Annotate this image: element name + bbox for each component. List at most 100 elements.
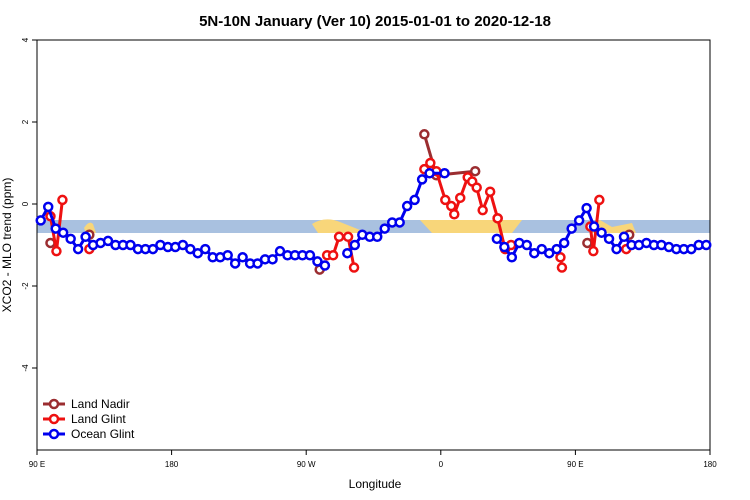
data-point	[556, 262, 568, 273]
data-point	[147, 243, 159, 255]
data-point	[588, 221, 600, 232]
y-tick-label: -2	[21, 282, 30, 290]
data-point	[51, 245, 62, 257]
data-point	[449, 209, 460, 220]
y-tick-label: 2	[21, 119, 30, 124]
data-point	[582, 237, 593, 249]
data-point	[588, 245, 599, 257]
data-point	[555, 252, 566, 263]
data-point	[35, 215, 46, 226]
x-tick-label: 180	[165, 460, 179, 469]
x-axis-label: Longitude	[349, 477, 402, 491]
data-point	[686, 243, 697, 255]
y-tick-label: 4	[21, 37, 30, 42]
data-point	[439, 168, 450, 179]
data-point	[506, 252, 518, 263]
data-point	[471, 182, 482, 193]
data-point	[57, 194, 68, 206]
data-point	[185, 243, 196, 255]
data-point	[65, 233, 76, 245]
data-point	[45, 237, 56, 249]
data-point	[177, 239, 189, 251]
data-point	[594, 194, 605, 206]
chart-title: 5N-10N January (Ver 10) 2015-01-01 to 20…	[199, 13, 551, 30]
data-point	[419, 129, 430, 140]
data-point	[319, 260, 331, 271]
legend-label: Land Nadir	[71, 397, 130, 411]
data-point	[348, 262, 360, 273]
data-point	[454, 192, 466, 204]
data-point	[558, 237, 570, 249]
data-point	[521, 239, 533, 251]
data-point	[573, 215, 585, 226]
data-point	[543, 247, 555, 259]
land-patch	[312, 219, 362, 233]
x-tick-label: 90 E	[567, 460, 583, 469]
data-point	[57, 227, 69, 238]
x-tick-label: 0	[439, 460, 444, 469]
legend-label: Ocean Glint	[71, 427, 135, 441]
data-point	[566, 223, 577, 234]
data-point	[536, 243, 547, 255]
data-point	[379, 223, 390, 234]
data-point	[492, 213, 503, 224]
data-point	[440, 194, 451, 206]
data-point	[425, 157, 436, 169]
data-point	[237, 252, 248, 263]
data-point	[416, 174, 428, 185]
data-point	[529, 247, 540, 259]
legend-marker	[48, 398, 60, 410]
data-point	[581, 202, 592, 214]
data-point	[446, 200, 457, 212]
data-point	[342, 231, 354, 243]
data-point	[80, 231, 91, 243]
data-point	[596, 227, 607, 238]
ocean-strip	[37, 220, 710, 233]
data-point	[267, 254, 278, 265]
data-point	[222, 250, 233, 261]
y-tick-label: -4	[21, 364, 30, 372]
data-point	[342, 247, 353, 259]
data-point	[102, 235, 114, 247]
data-point	[551, 243, 562, 255]
data-point	[701, 239, 712, 251]
data-point	[229, 258, 241, 269]
x-tick-label: 180	[703, 460, 717, 469]
data-point	[327, 250, 339, 261]
data-point	[42, 201, 54, 213]
data-point	[618, 231, 630, 243]
data-point	[499, 241, 510, 253]
data-point	[333, 231, 345, 243]
legend-label: Land Glint	[71, 412, 126, 426]
x-tick-label: 90 W	[297, 460, 316, 469]
data-point	[371, 231, 383, 243]
legend-marker	[48, 428, 60, 440]
data-point	[274, 245, 286, 257]
legend-marker	[48, 413, 60, 425]
data-point	[192, 247, 204, 259]
map-strip	[37, 219, 710, 233]
y-tick-label: 0	[21, 201, 30, 206]
data-point	[72, 243, 84, 255]
data-point	[611, 243, 622, 255]
y-axis-label: XCO2 - MLO trend (ppm)	[0, 178, 14, 313]
data-point	[491, 233, 503, 245]
data-point	[125, 239, 136, 251]
data-point	[424, 168, 435, 179]
data-point	[304, 250, 316, 261]
data-point	[477, 204, 488, 216]
data-point	[401, 200, 413, 212]
data-point	[50, 223, 61, 234]
data-point	[252, 258, 263, 269]
data-point	[469, 165, 481, 177]
data-point	[394, 217, 405, 228]
x-tick-label: 90 E	[29, 460, 45, 469]
data-point	[603, 233, 615, 245]
data-point	[349, 239, 361, 251]
data-point	[200, 243, 211, 255]
data-point	[409, 194, 420, 206]
data-point	[484, 186, 496, 197]
land-patch	[420, 220, 522, 233]
